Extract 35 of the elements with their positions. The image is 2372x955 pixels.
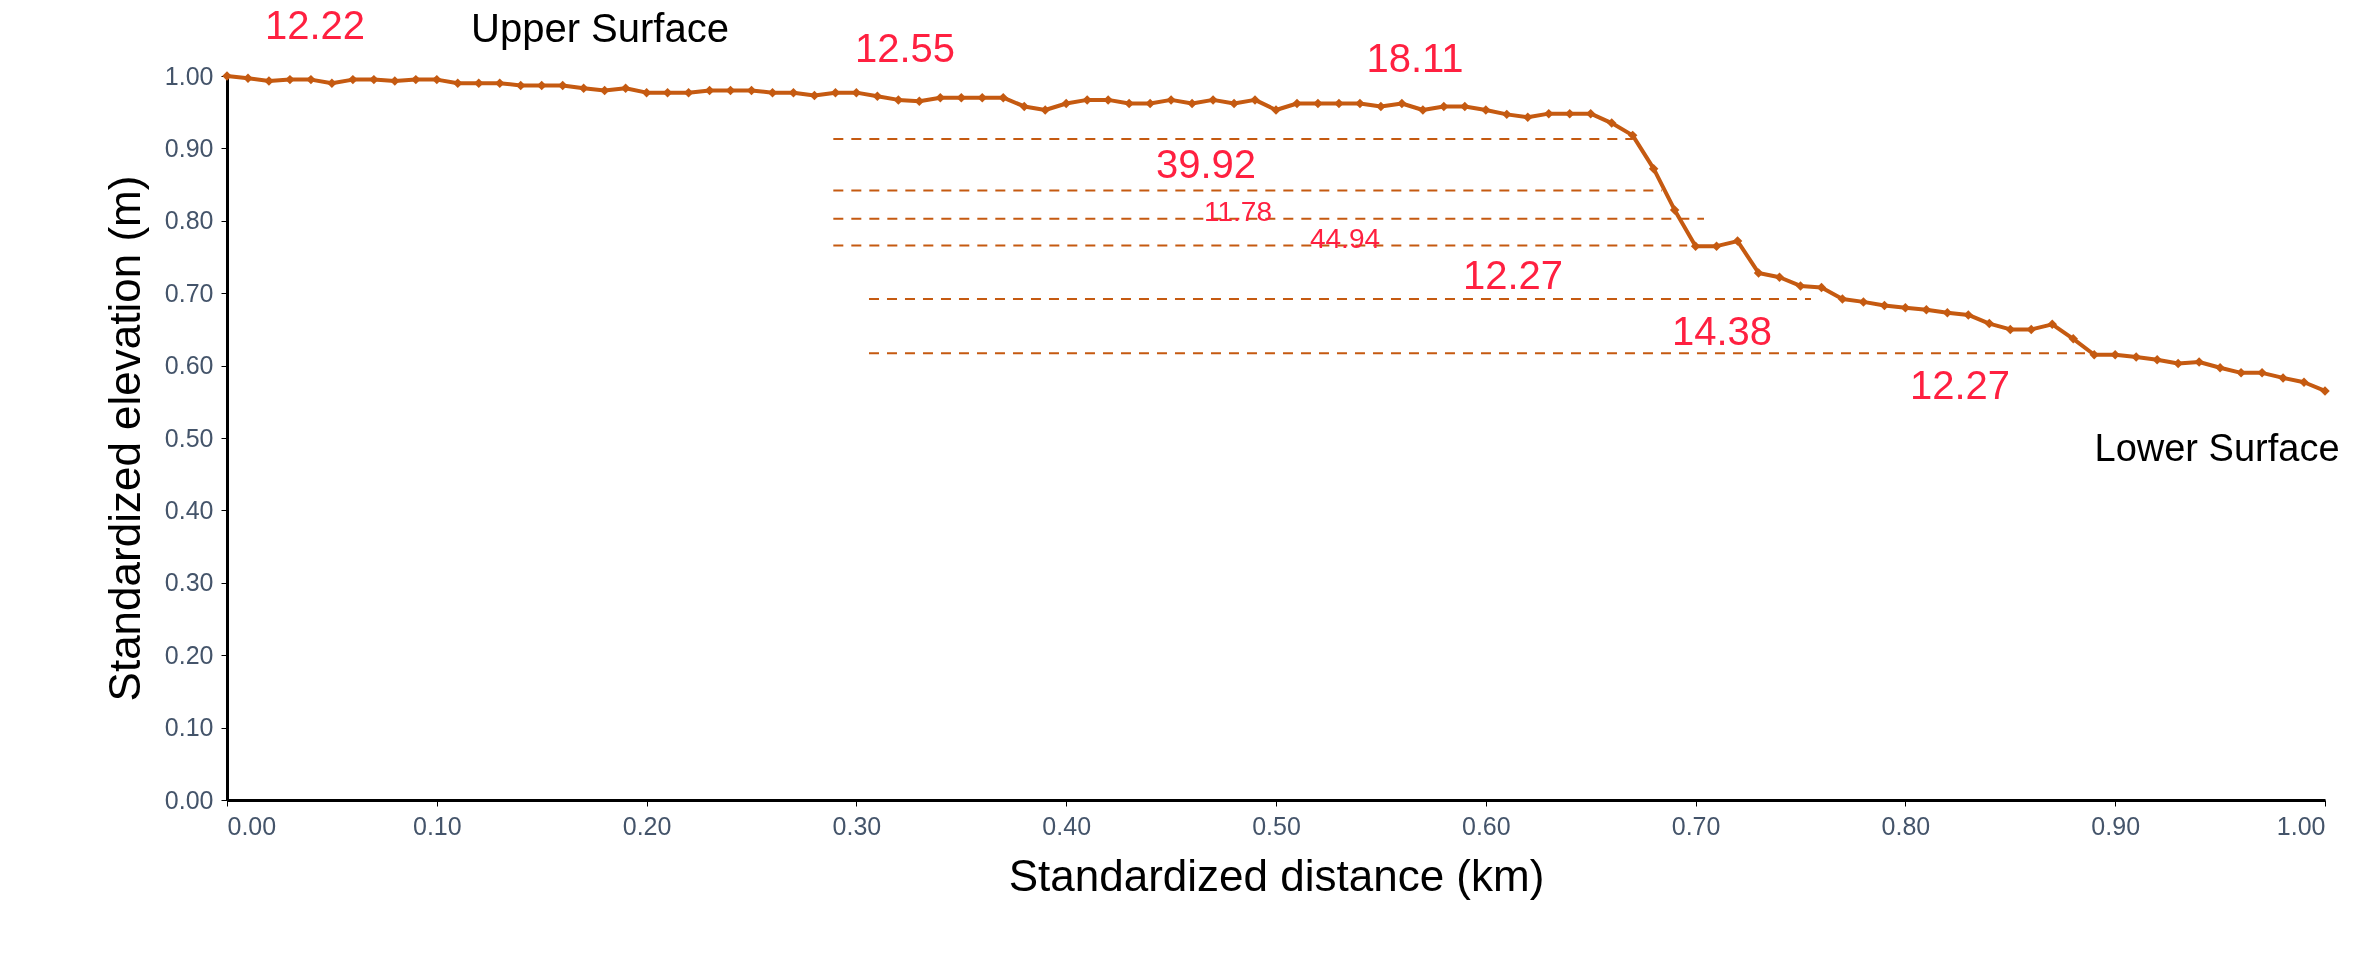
text: 12.55	[854, 26, 956, 70]
annotation: 12.27	[1462, 253, 1564, 297]
y-tick-label: 0.00	[164, 785, 214, 814]
x-tick-label: 0.30	[832, 811, 882, 840]
y-tick-label: 0.50	[164, 423, 214, 452]
x-tick-label: 0.50	[1252, 811, 1301, 840]
x-tick-label: 1.00	[2276, 811, 2326, 840]
x-tick-label: 0.10	[412, 811, 462, 840]
x-tick-label: 0.80	[1881, 811, 1931, 840]
x-tick-label: 0.20	[622, 811, 672, 840]
text: 12.22	[264, 3, 366, 47]
y-tick-label: 0.60	[164, 351, 214, 380]
y-tick-label: 1.00	[164, 61, 214, 90]
y-tick-label: 0.40	[164, 495, 214, 524]
y-tick-label: 0.90	[164, 133, 214, 162]
x-tick-label: 0.60	[1461, 811, 1511, 840]
y-tick-label: 0.10	[164, 713, 214, 742]
annotation: 12.27	[1909, 363, 2011, 407]
y-axis-title: Standardized elevation (m)	[99, 175, 149, 702]
y-tick-label: 0.80	[164, 206, 214, 235]
x-tick-label: 0.40	[1042, 811, 1092, 840]
annotation: 14.38	[1671, 309, 1773, 353]
y-tick-label: 0.30	[164, 568, 214, 597]
annotation: 11.78	[1204, 196, 1272, 227]
y-tick-label: 0.20	[164, 640, 214, 669]
x-tick-label: 0.00	[227, 811, 277, 840]
text: Upper Surface	[471, 6, 729, 50]
x-tick-label: 0.70	[1671, 811, 1721, 840]
y-tick-label: 0.70	[164, 278, 214, 307]
annotation: 39.92	[1155, 142, 1257, 186]
annotation: Lower Surface	[2094, 427, 2340, 469]
annotation: 18.11	[1366, 36, 1464, 80]
x-axis-title: Standardized distance (km)	[1008, 850, 1545, 900]
x-tick-label: 0.90	[2091, 811, 2141, 840]
annotation: 44.94	[1309, 223, 1381, 254]
